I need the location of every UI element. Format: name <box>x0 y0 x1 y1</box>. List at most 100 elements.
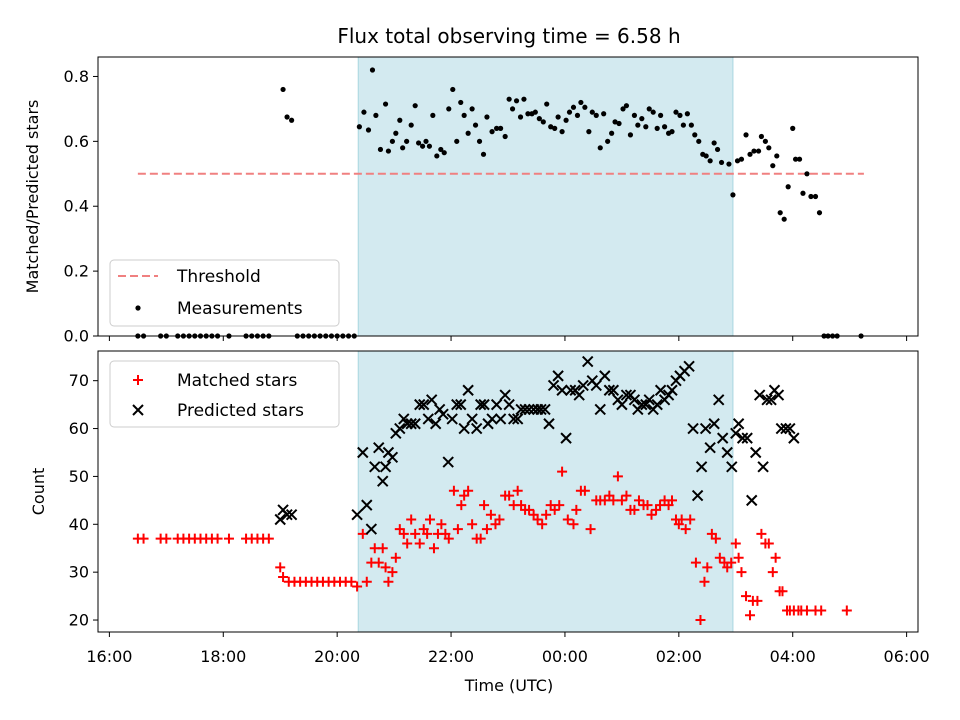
predicted-star-marker <box>620 389 633 401</box>
measurement-point <box>597 145 603 151</box>
legend-matched-swatch <box>133 375 143 385</box>
measurement-point <box>816 210 823 216</box>
measurement-point <box>552 125 558 131</box>
predicted-star-marker <box>361 499 373 511</box>
matched-star-marker <box>633 495 644 506</box>
x-tick-label: 16:00 <box>86 647 132 666</box>
matched-star-marker <box>841 605 852 616</box>
matched-star-marker <box>568 519 579 530</box>
measurement-point <box>718 159 725 166</box>
measurement-point <box>800 190 806 196</box>
y-tick-label: 0.4 <box>64 197 89 216</box>
predicted-star-marker <box>765 394 777 406</box>
predicted-star-marker <box>547 379 560 392</box>
matched-star-marker <box>373 557 384 568</box>
predicted-star-marker <box>405 418 417 430</box>
predicted-star-marker <box>666 384 678 396</box>
predicted-star-marker <box>552 370 564 382</box>
time-x-axis: 16:00 18:00 20:00 22:00 00:00 02:00 04:00 06:00 <box>86 632 930 666</box>
predicted-star-marker <box>379 461 392 473</box>
predicted-star-marker <box>365 523 378 535</box>
matched-star-marker <box>801 605 812 616</box>
predicted-star-marker <box>582 355 594 368</box>
bottom-y-axis-label: Count <box>29 468 48 516</box>
matched-star-marker <box>475 533 486 544</box>
measurement-point <box>548 124 554 130</box>
predicted-star-marker <box>712 394 725 406</box>
measurement-point <box>497 125 504 131</box>
predicted-star-marker <box>437 408 449 420</box>
matched-star-marker <box>223 533 234 544</box>
measurement-point <box>781 216 787 222</box>
matched-star-marker <box>278 571 289 582</box>
x-tick-label: 00:00 <box>542 647 588 666</box>
measurement-point <box>726 161 732 167</box>
top-x-ticks <box>108 336 908 341</box>
predicted-star-marker <box>726 461 738 473</box>
matched-star-marker <box>398 528 409 539</box>
matched-star-marker <box>736 567 747 578</box>
matched-star-marker <box>467 519 478 530</box>
predicted-star-marker <box>442 456 454 468</box>
predicted-star-marker <box>603 384 616 396</box>
predicted-star-marker <box>535 403 547 416</box>
matched-star-marker <box>667 495 677 506</box>
measurement-point <box>284 114 290 120</box>
matched-star-marker <box>212 533 223 544</box>
matched-star-marker <box>562 514 573 525</box>
measurement-point <box>796 156 803 162</box>
predicted-star-marker <box>651 398 663 411</box>
y-tick-label: 20 <box>69 611 89 630</box>
predicted-star-marker <box>539 403 551 416</box>
predicted-star-marker <box>654 384 667 396</box>
measurement-point <box>677 112 683 118</box>
predicted-star-marker <box>573 389 585 401</box>
measurement-point <box>412 103 418 109</box>
measurement-point <box>385 148 392 154</box>
matched-star-marker <box>714 552 725 563</box>
measurement-point <box>389 138 396 144</box>
matched-star-marker <box>685 514 696 525</box>
measurement-point <box>393 130 399 136</box>
measurement-point <box>465 130 471 136</box>
measurement-point <box>586 129 592 135</box>
predicted-star-marker <box>695 461 708 473</box>
measurement-point <box>747 151 753 157</box>
measurement-point <box>774 153 780 159</box>
x-tick-label: 04:00 <box>770 647 816 666</box>
measurement-point <box>582 104 588 110</box>
predicted-star-marker <box>556 384 568 396</box>
matched-star-marker <box>680 524 691 535</box>
predicted-star-marker <box>494 413 507 425</box>
matched-star-marker <box>571 504 582 515</box>
measurement-point <box>714 146 721 153</box>
predicted-star-marker <box>543 418 555 430</box>
matched-star-marker <box>402 538 413 549</box>
measurement-point <box>711 140 717 146</box>
measurement-point <box>643 124 649 130</box>
matched-star-marker <box>448 485 459 496</box>
top-legend-box <box>109 259 340 327</box>
measurement-point <box>469 106 475 112</box>
measurement-point <box>415 140 422 146</box>
predicted-star-marker <box>422 413 434 425</box>
matched-star-marker <box>702 562 713 573</box>
measurement-point <box>480 151 487 157</box>
measurement-point <box>730 192 736 198</box>
matched-star-marker <box>479 500 490 511</box>
predicted-star-marker <box>466 413 478 425</box>
predicted-star-marker <box>507 413 520 425</box>
predicted-star-marker <box>736 432 749 444</box>
matched-star-marker <box>585 524 596 535</box>
matched-star-marker <box>436 519 447 530</box>
measurement-point <box>382 101 389 107</box>
measurement-point <box>570 104 577 110</box>
matched-star-marker <box>557 466 568 477</box>
matched-star-marker <box>646 509 657 520</box>
x-axis-label: Time (UTC) <box>464 676 553 695</box>
matched-star-marker <box>629 504 640 515</box>
matched-star-marker <box>485 509 496 520</box>
predicted-star-marker <box>577 379 589 392</box>
measurement-point <box>758 133 765 140</box>
